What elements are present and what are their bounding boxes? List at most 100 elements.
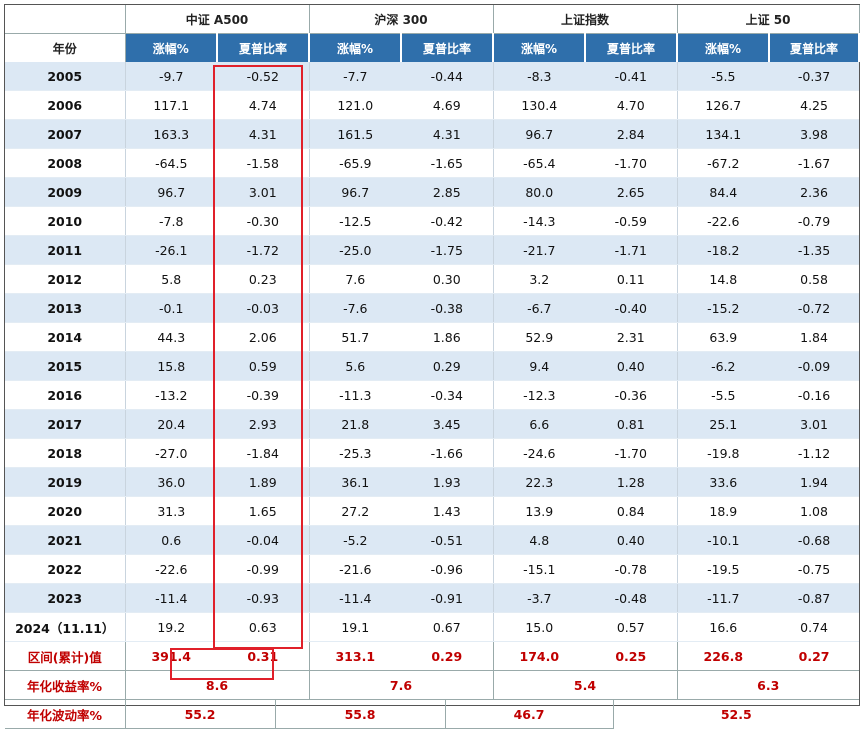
- annual-volatility-sz50: 52.5: [720, 706, 752, 722]
- table-cell: 4.31: [401, 119, 494, 149]
- table-cell: 0.40: [585, 525, 678, 555]
- table-cell: 4.74: [217, 90, 310, 120]
- table-cell: -1.70: [585, 438, 678, 468]
- table-cell: 0.31: [217, 641, 310, 671]
- table-cell: -0.75: [769, 554, 860, 584]
- table-row: 2014 44.3 2.06 51.7 1.86 52.9 2.31 63.9 1.84: [5, 322, 860, 352]
- table-cell: 391.4: [125, 641, 217, 671]
- annual-return-row: 年化收益率% 8.6 7.6 5.4 6.3: [5, 671, 859, 700]
- table-cell: 121.0: [308, 90, 402, 120]
- table-cell: 0.67: [401, 612, 494, 642]
- table-cell: 19.1: [308, 612, 402, 642]
- table-cell: 25.1: [676, 409, 770, 439]
- col-header-return: 涨幅%: [677, 33, 771, 62]
- annual-volatility-label: 年化波动率%: [5, 700, 126, 729]
- table-cell: 0.23: [217, 264, 310, 294]
- table-cell: 2.65: [585, 177, 678, 207]
- table-cell: -0.40: [585, 293, 678, 323]
- table-cell: 33.6: [676, 467, 770, 497]
- table-row: 2021 0.6 -0.04 -5.2 -0.51 4.8 0.40 -10.1 -0.68: [5, 525, 860, 555]
- year-cell: 2005: [5, 62, 126, 91]
- table-cell: 31.3: [125, 496, 217, 526]
- table-cell: 6.6: [492, 409, 586, 439]
- table-cell: 4.31: [217, 119, 310, 149]
- table-row: 2007 163.3 4.31 161.5 4.31 96.7 2.84 134.1 3.98: [5, 119, 860, 149]
- table-cell: 2.85: [401, 177, 494, 207]
- table-cell: -13.2: [125, 380, 217, 410]
- table-cell: -0.68: [769, 525, 860, 555]
- table-cell: -6.2: [676, 351, 770, 381]
- table-cell: 1.65: [217, 496, 310, 526]
- table-cell: 1.94: [769, 467, 860, 497]
- table-cell: -1.12: [769, 438, 860, 468]
- table-cell: -6.7: [492, 293, 586, 323]
- table-cell: -0.52: [217, 62, 310, 91]
- table-cell: -3.7: [492, 583, 586, 613]
- col-header-return: 涨幅%: [125, 33, 218, 62]
- table-cell: -0.72: [769, 293, 860, 323]
- year-cell: 2023: [5, 583, 126, 613]
- table-cell: 52.9: [492, 322, 586, 352]
- table-cell: 130.4: [492, 90, 586, 120]
- table-cell: 0.81: [585, 409, 678, 439]
- table-row: 2019 36.0 1.89 36.1 1.93 22.3 1.28 33.6 1.94: [5, 467, 860, 497]
- table-cell: -22.6: [676, 206, 770, 236]
- table-cell: -0.1: [125, 293, 217, 323]
- table-cell: -0.41: [585, 62, 678, 91]
- table-cell: 7.6: [308, 264, 402, 294]
- cumulative-row: 区间(累计)值 391.4 0.31 313.1 0.29 174.0 0.25…: [5, 641, 860, 671]
- table-cell: 51.7: [308, 322, 402, 352]
- table-row: 2011 -26.1 -1.72 -25.0 -1.75 -21.7 -1.71 -18.2-…: [5, 235, 860, 265]
- annual-volatility-hs300: 55.8: [275, 700, 446, 729]
- year-cell: 2020: [5, 496, 126, 526]
- table-cell: -7.8: [125, 206, 217, 236]
- table-cell: 44.3: [125, 322, 217, 352]
- table-cell: 3.2: [492, 264, 586, 294]
- table-cell: 0.6: [125, 525, 217, 555]
- table-cell: 3.98: [769, 119, 860, 149]
- table-cell: 1.43: [401, 496, 494, 526]
- table-row: 2016 -13.2 -0.39 -11.3 -0.34 -12.3 -0.36 -5.5 -0…: [5, 380, 860, 410]
- table-cell: -0.93: [217, 583, 310, 613]
- table-cell: 13.9: [492, 496, 586, 526]
- table-cell: -12.3: [492, 380, 586, 410]
- table-cell: -5.5: [676, 380, 770, 410]
- table-row: 2005 -9.7 -0.52 -7.7 -0.44 -8.3 -0.41 -5.5 -0.37: [5, 62, 860, 91]
- table-cell: -11.4: [125, 583, 217, 613]
- table-cell: 0.57: [585, 612, 678, 642]
- table-cell: -0.38: [401, 293, 494, 323]
- table-cell: -1.58: [217, 148, 310, 178]
- annual-return-a500: 8.6: [125, 671, 310, 700]
- table-cell: -0.16: [769, 380, 860, 410]
- table-cell: -0.04: [217, 525, 310, 555]
- table-cell: 36.0: [125, 467, 217, 497]
- table-cell: 0.30: [401, 264, 494, 294]
- table-cell: -0.99: [217, 554, 310, 584]
- performance-table-panel: 中证 A500 沪深 300 上证指数 上证 50 年份 涨幅% 夏普比率 涨幅…: [4, 4, 861, 729]
- table-row: 2022 -22.6 -0.99 -21.6 -0.96 -15.1 -0.78 -19.5-…: [5, 554, 860, 584]
- table-cell: -1.35: [769, 235, 860, 265]
- table-cell: -8.3: [492, 62, 586, 91]
- table-cell: 1.84: [769, 322, 860, 352]
- table-cell: 5.8: [125, 264, 217, 294]
- year-cell: 2010: [5, 206, 126, 236]
- table-cell: -11.4: [308, 583, 402, 613]
- col-header-sharpe: 夏普比率: [401, 33, 495, 62]
- group-header-row: 中证 A500 沪深 300 上证指数 上证 50: [5, 5, 860, 34]
- table-cell: -10.1: [676, 525, 770, 555]
- table-cell: -0.59: [585, 206, 678, 236]
- annual-volatility-row: 年化波动率% 55.2 55.8 46.7 52.5: [5, 700, 859, 729]
- table-cell: -15.1: [492, 554, 586, 584]
- table-row: 2013 -0.1 -0.03 -7.6 -0.38 -6.7 -0.40 -15.2 -0.7…: [5, 293, 860, 323]
- table-cell: 2.93: [217, 409, 310, 439]
- table-cell: 1.86: [401, 322, 494, 352]
- table-cell: 80.0: [492, 177, 586, 207]
- table-cell: 4.25: [769, 90, 860, 120]
- table-cell: -0.42: [401, 206, 494, 236]
- table-cell: 19.2: [125, 612, 217, 642]
- table-row: 2009 96.7 3.01 96.7 2.85 80.0 2.65 84.4 2.36: [5, 177, 860, 207]
- table-cell: -1.71: [585, 235, 678, 265]
- index-performance-table: 中证 A500 沪深 300 上证指数 上证 50 年份 涨幅% 夏普比率 涨幅…: [5, 5, 861, 671]
- year-cell: 2015: [5, 351, 126, 381]
- table-cell: 4.70: [585, 90, 678, 120]
